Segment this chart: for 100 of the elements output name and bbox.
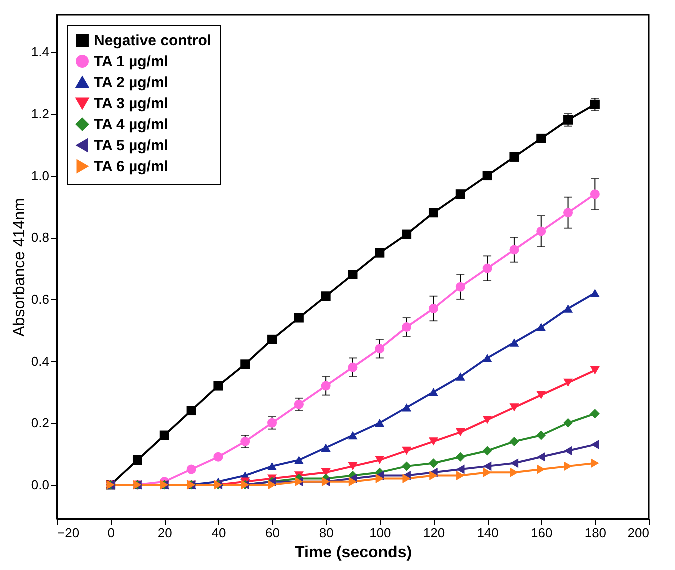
point [510,338,520,347]
point [564,115,574,125]
point [482,171,492,181]
y-tick-label: 1.4 [31,44,50,60]
point [482,354,492,362]
x-tick-label: 200 [628,526,650,540]
point [375,344,385,354]
legend-label: TA 5 µg/ml [94,138,168,154]
point [375,248,385,258]
point [456,282,466,292]
point [483,468,492,478]
x-tick-label: 160 [531,526,553,540]
point [456,428,466,437]
x-tick-label: 180 [584,526,607,540]
point [402,474,411,484]
point [590,366,600,375]
point [428,304,438,314]
point [428,438,438,446]
point [482,264,492,274]
point [321,444,331,452]
point [482,446,492,456]
point [268,462,278,471]
y-tick-label: 0.0 [31,477,50,492]
x-tick-label: 80 [319,526,334,540]
point [268,480,276,490]
point [348,431,358,440]
point [590,100,600,110]
point [428,388,438,396]
point [294,313,304,323]
point [591,440,600,450]
point [591,458,600,468]
point [483,462,492,472]
legend-label: TA 4 µg/ml [94,116,168,134]
y-tick-label: 0.8 [31,230,50,246]
legend-label: TA 3 µg/ml [94,96,168,112]
point [510,152,520,162]
point [428,458,438,468]
legend-label: TA 2 µg/ml [94,74,168,92]
point [564,378,574,388]
point [590,409,600,419]
x-tick-label: 40 [212,526,226,540]
point [321,381,331,391]
point [536,226,546,236]
point [510,458,519,468]
point [132,456,142,465]
point [402,230,412,240]
point [294,400,304,410]
point [240,360,250,370]
point [564,446,572,456]
legend-label: TA 6 µg/ml [94,158,168,176]
point [456,470,465,480]
point [186,464,196,474]
x-tick-label: 20 [158,526,172,540]
point [214,381,224,391]
point [456,190,466,200]
point [428,208,438,218]
point [376,474,384,484]
point [510,404,520,412]
x-tick-label: 60 [266,526,280,540]
point [402,462,412,472]
point [564,418,574,428]
x-tick-label: 0 [108,526,115,540]
point [510,468,519,478]
point [348,477,358,487]
point [537,464,546,474]
y-tick-label: 0.6 [31,292,50,307]
point [402,446,412,456]
point [510,436,520,446]
point [456,372,466,381]
point [321,292,331,302]
legend-label: Negative control [94,32,212,50]
point [186,406,196,416]
y-tick-label: 0.2 [31,416,50,431]
x-tick-label: −20 [58,526,80,540]
point [537,452,546,462]
y-axis-title: Absorbance 414nm [11,198,28,337]
point [564,462,572,472]
point [294,456,304,464]
point [590,190,600,200]
y-tick-label: 1.0 [31,168,50,184]
point [536,391,546,400]
x-tick-label: 120 [423,526,446,540]
point [348,362,358,372]
y-tick-label: 1.2 [31,106,50,122]
point [348,270,358,280]
point [564,208,574,218]
point [590,289,600,298]
point [402,322,412,332]
point [268,334,278,344]
point [536,134,546,144]
point [375,456,385,464]
point [482,416,492,424]
point [456,464,465,474]
point [348,462,358,471]
point [430,470,438,480]
x-tick-label: 140 [477,526,499,540]
legend-label: TA 1 µg/ml [94,54,168,70]
point [402,404,412,412]
point [214,452,224,462]
point [510,245,520,255]
